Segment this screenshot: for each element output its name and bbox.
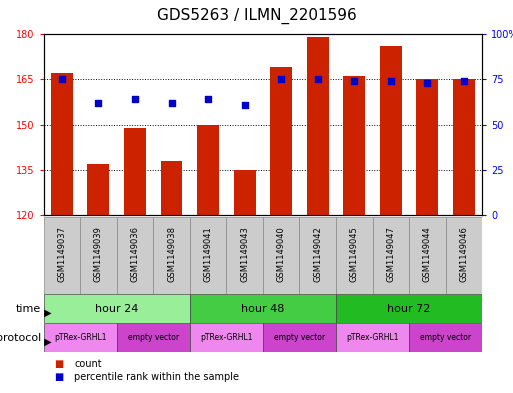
Text: GDS5263 / ILMN_2201596: GDS5263 / ILMN_2201596 — [156, 8, 357, 24]
Bar — [226, 217, 263, 294]
Text: pTRex-GRHL1: pTRex-GRHL1 — [54, 333, 106, 342]
Bar — [124, 128, 146, 215]
Bar — [263, 323, 336, 352]
Text: count: count — [74, 359, 102, 369]
Text: GSM1149041: GSM1149041 — [204, 226, 212, 282]
Text: empty vector: empty vector — [274, 333, 325, 342]
Bar — [190, 323, 263, 352]
Text: GSM1149045: GSM1149045 — [350, 226, 359, 282]
Bar — [190, 217, 226, 294]
Bar — [116, 323, 190, 352]
Point — [167, 100, 175, 106]
Text: ■: ■ — [54, 372, 63, 382]
Bar — [446, 217, 482, 294]
Bar — [380, 46, 402, 215]
Text: GSM1149036: GSM1149036 — [130, 226, 140, 282]
Bar — [417, 79, 438, 215]
Text: GSM1149046: GSM1149046 — [460, 226, 468, 282]
Text: GSM1149040: GSM1149040 — [277, 226, 286, 282]
Text: GSM1149038: GSM1149038 — [167, 226, 176, 282]
Point — [94, 100, 103, 106]
Bar — [44, 217, 80, 294]
Text: GSM1149047: GSM1149047 — [386, 226, 396, 282]
Point — [204, 96, 212, 103]
Text: empty vector: empty vector — [420, 333, 471, 342]
Point — [277, 76, 285, 83]
Bar — [44, 294, 190, 323]
Bar — [190, 294, 336, 323]
Bar — [161, 161, 183, 215]
Text: GSM1149044: GSM1149044 — [423, 226, 432, 282]
Point — [350, 78, 359, 84]
Bar — [300, 217, 336, 294]
Text: GSM1149043: GSM1149043 — [240, 226, 249, 282]
Bar — [51, 73, 73, 215]
Text: protocol: protocol — [0, 332, 41, 343]
Text: ■: ■ — [54, 359, 63, 369]
Text: GSM1149037: GSM1149037 — [57, 226, 66, 282]
Point — [423, 80, 431, 86]
Bar — [372, 217, 409, 294]
Point — [58, 76, 66, 83]
Point — [241, 101, 249, 108]
Text: time: time — [16, 303, 41, 314]
Bar — [116, 217, 153, 294]
Bar — [409, 217, 446, 294]
Bar — [270, 67, 292, 215]
Bar — [197, 125, 219, 215]
Bar — [343, 76, 365, 215]
Text: percentile rank within the sample: percentile rank within the sample — [74, 372, 240, 382]
Point — [460, 78, 468, 84]
Bar — [336, 323, 409, 352]
Point — [387, 78, 395, 84]
Text: ▶: ▶ — [41, 307, 52, 318]
Text: hour 24: hour 24 — [95, 303, 139, 314]
Text: ▶: ▶ — [41, 336, 52, 347]
Bar — [233, 170, 255, 215]
Bar — [263, 217, 300, 294]
Bar — [409, 323, 482, 352]
Text: hour 72: hour 72 — [387, 303, 431, 314]
Bar — [336, 294, 482, 323]
Bar — [453, 79, 475, 215]
Text: hour 48: hour 48 — [241, 303, 285, 314]
Point — [313, 76, 322, 83]
Text: GSM1149042: GSM1149042 — [313, 226, 322, 282]
Bar — [80, 217, 116, 294]
Text: pTRex-GRHL1: pTRex-GRHL1 — [346, 333, 399, 342]
Bar — [307, 37, 329, 215]
Text: pTRex-GRHL1: pTRex-GRHL1 — [200, 333, 252, 342]
Bar — [44, 323, 116, 352]
Bar — [153, 217, 190, 294]
Text: GSM1149039: GSM1149039 — [94, 226, 103, 282]
Bar — [336, 217, 372, 294]
Bar — [87, 164, 109, 215]
Text: empty vector: empty vector — [128, 333, 179, 342]
Point — [131, 96, 139, 103]
